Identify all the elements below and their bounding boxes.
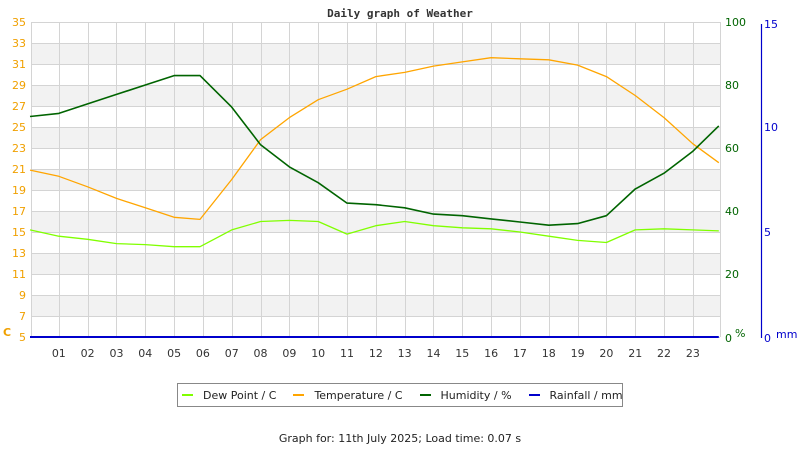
humidity-axis-tick-label: 80 <box>725 79 739 92</box>
humidity-axis-tick-label: 40 <box>725 205 739 218</box>
x-axis-tick-label: 18 <box>542 347 556 360</box>
x-axis-tick-label: 02 <box>81 347 95 360</box>
plot-grid <box>31 22 721 338</box>
x-axis-tick-label: 23 <box>686 347 700 360</box>
x-axis-tick-label: 20 <box>599 347 613 360</box>
x-axis-tick-label: 14 <box>426 347 440 360</box>
graph-footer-info: Graph for: 11th July 2025; Load time: 0.… <box>278 432 522 445</box>
y-axis-tick-label: 27 <box>12 100 26 113</box>
series-humidity <box>29 74 720 226</box>
plot-band <box>31 211 720 232</box>
y-axis-tick-label: 11 <box>12 268 26 281</box>
plot-band <box>31 253 720 274</box>
legend-item-humidity: Humidity / % <box>419 388 512 402</box>
legend-item-temperature: Temperature / C <box>293 388 403 402</box>
y-axis-tick-label: 35 <box>12 16 26 29</box>
x-axis-tick-label: 06 <box>196 347 210 360</box>
legend-label: Temperature / C <box>314 388 403 402</box>
y-axis-tick-label: 33 <box>12 37 26 50</box>
legend-item-dew-point: Dew Point / C <box>182 389 276 402</box>
legend-item-rainfall: Rainfall / mm <box>528 388 623 402</box>
y-axis-tick-label: 29 <box>12 79 26 92</box>
y-axis-tick-label: 21 <box>12 163 26 176</box>
x-axis-tick-label: 01 <box>52 347 66 360</box>
x-axis-tick-label: 13 <box>398 347 412 360</box>
y-axis-tick-label: 25 <box>12 121 26 134</box>
legend-swatch-humidity <box>419 394 431 396</box>
rain-axis-tick-label: 10 <box>764 121 778 134</box>
plot-band <box>31 43 720 64</box>
rain-axis-unit-label: mm <box>776 328 797 341</box>
legend-swatch-rainfall <box>528 394 540 396</box>
humidity-axis-tick-label: 0 <box>725 332 732 345</box>
y-axis-tick-label: 9 <box>19 289 26 302</box>
series-temperature <box>29 57 720 221</box>
y-axis-tick-label: 15 <box>12 226 26 239</box>
chart-legend: Dew Point / C Temperature / C Humidity /… <box>177 383 623 407</box>
legend-swatch-temperature <box>293 394 305 396</box>
chart-title: Daily graph of Weather <box>327 7 473 20</box>
y-axis-tick-label: 19 <box>12 184 26 197</box>
x-axis-tick-label: 15 <box>455 347 469 360</box>
x-axis-tick-label: 03 <box>109 347 123 360</box>
legend-swatch-dew-point <box>182 394 193 396</box>
data-series <box>29 57 720 338</box>
y-axis-tick-label: 13 <box>12 247 26 260</box>
plot-background-bands <box>31 22 720 337</box>
y-axis-tick-label: 23 <box>12 142 26 155</box>
plot-band <box>31 169 720 190</box>
humidity-axis-tick-label: 20 <box>725 268 739 281</box>
plot-band <box>31 295 720 316</box>
plot-band <box>31 127 720 148</box>
y-axis-tick-label: 31 <box>12 58 26 71</box>
rain-axis-tick-label: 15 <box>764 18 778 31</box>
x-axis-tick-label: 08 <box>254 347 268 360</box>
rain-axis-tick-label: 5 <box>764 226 771 239</box>
y-axis-unit-label: C <box>3 326 11 339</box>
x-axis-tick-label: 12 <box>369 347 383 360</box>
legend-label: Humidity / % <box>440 388 512 402</box>
series-dew-point <box>29 219 719 248</box>
x-axis-tick-label: 16 <box>484 347 498 360</box>
humidity-axis-unit-label: % <box>735 327 745 340</box>
x-axis-tick-label: 11 <box>340 347 354 360</box>
x-axis-tick-label: 17 <box>513 347 527 360</box>
x-axis-tick-label: 04 <box>138 347 152 360</box>
legend-label: Rainfall / mm <box>549 388 623 402</box>
humidity-axis-tick-label: 100 <box>725 16 746 29</box>
x-axis-tick-label: 10 <box>311 347 325 360</box>
legend-label: Dew Point / C <box>203 388 277 402</box>
humidity-axis-tick-label: 60 <box>725 142 739 155</box>
x-axis-tick-label: 19 <box>571 347 585 360</box>
y-axis-tick-label: 7 <box>19 310 26 323</box>
x-axis-tick-label: 09 <box>282 347 296 360</box>
x-axis-tick-label: 07 <box>225 347 239 360</box>
y-axis-tick-label: 17 <box>12 205 26 218</box>
rain-axis-tick-label: 0 <box>764 332 771 345</box>
y-axis-tick-label: 5 <box>19 331 26 344</box>
x-axis-tick-label: 21 <box>628 347 642 360</box>
x-axis-tick-label: 05 <box>167 347 181 360</box>
x-axis-tick-label: 22 <box>657 347 671 360</box>
